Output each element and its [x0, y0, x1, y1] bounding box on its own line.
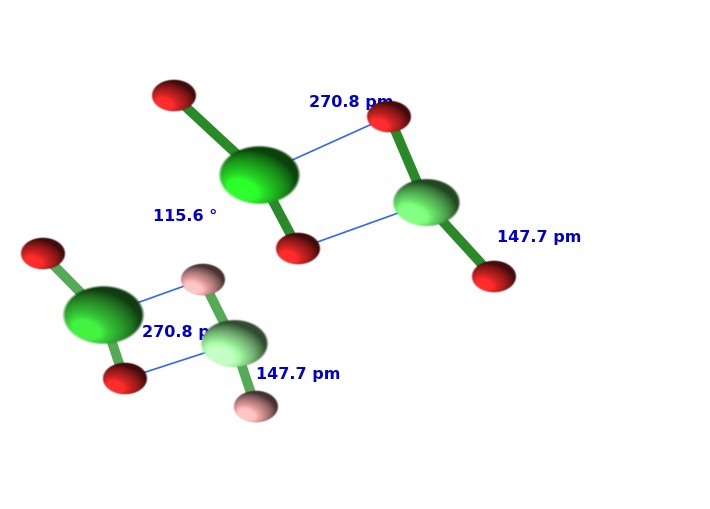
Text: 270.8 pm: 270.8 pm: [142, 324, 226, 340]
Text: 115.6 °: 115.6 °: [153, 209, 217, 224]
Text: 147.7 pm: 147.7 pm: [497, 229, 581, 244]
Text: 270.8 pm: 270.8 pm: [309, 94, 393, 109]
Text: 147.7 pm: 147.7 pm: [256, 366, 340, 382]
